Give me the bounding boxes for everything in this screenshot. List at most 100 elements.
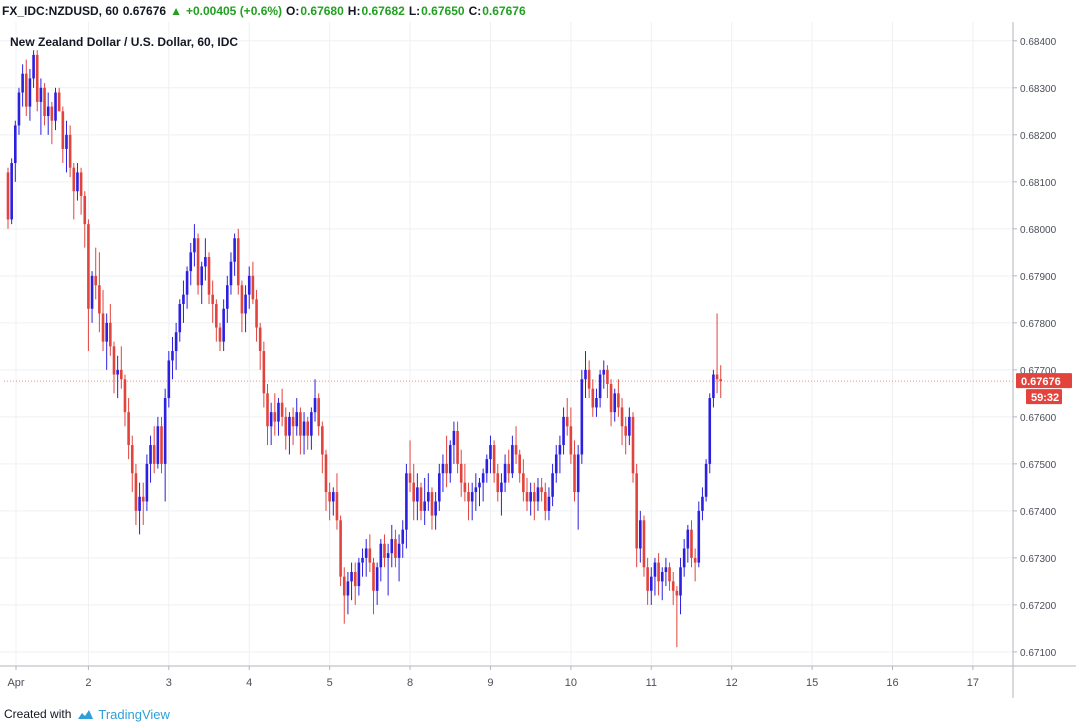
candle[interactable]: [445, 435, 448, 488]
candle[interactable]: [291, 407, 295, 446]
candle[interactable]: [123, 374, 127, 427]
candle[interactable]: [697, 501, 701, 568]
candle[interactable]: [134, 463, 138, 525]
candle[interactable]: [364, 539, 368, 577]
tradingview-link[interactable]: TradingView: [75, 707, 170, 722]
candle[interactable]: [448, 440, 452, 483]
candle[interactable]: [28, 69, 32, 121]
candle[interactable]: [492, 440, 496, 483]
candle[interactable]: [171, 336, 174, 380]
candle[interactable]: [295, 398, 299, 436]
candle[interactable]: [266, 383, 269, 446]
candle[interactable]: [682, 539, 686, 577]
candle[interactable]: [273, 393, 277, 436]
candle[interactable]: [288, 412, 291, 455]
candle[interactable]: [346, 571, 350, 615]
candle[interactable]: [704, 459, 708, 502]
candle[interactable]: [6, 167, 10, 229]
candle[interactable]: [554, 445, 558, 483]
candle[interactable]: [529, 482, 532, 516]
candle[interactable]: [500, 473, 503, 516]
candle[interactable]: [511, 435, 514, 478]
candle[interactable]: [701, 487, 704, 521]
candle[interactable]: [394, 529, 397, 568]
candle[interactable]: [390, 524, 394, 568]
candle[interactable]: [565, 398, 569, 436]
candle[interactable]: [339, 515, 342, 587]
candle[interactable]: [397, 534, 401, 582]
candle[interactable]: [277, 398, 280, 436]
candle[interactable]: [218, 322, 222, 352]
candle[interactable]: [244, 285, 247, 333]
candle[interactable]: [401, 520, 405, 558]
candle[interactable]: [569, 407, 573, 464]
candle[interactable]: [452, 421, 456, 464]
candle[interactable]: [383, 534, 386, 568]
candle[interactable]: [306, 416, 310, 450]
candle[interactable]: [302, 412, 306, 455]
candle[interactable]: [646, 557, 649, 605]
candle[interactable]: [419, 482, 423, 521]
candle[interactable]: [660, 567, 664, 601]
candle[interactable]: [255, 289, 258, 342]
candle[interactable]: [580, 369, 584, 464]
candle[interactable]: [269, 402, 273, 446]
candle[interactable]: [712, 369, 715, 408]
candle[interactable]: [280, 388, 284, 427]
candle[interactable]: [200, 261, 204, 305]
candle[interactable]: [639, 510, 642, 563]
candle[interactable]: [193, 224, 196, 267]
candle[interactable]: [602, 360, 606, 389]
candle[interactable]: [668, 562, 671, 591]
candle[interactable]: [43, 83, 46, 126]
candle[interactable]: [240, 280, 244, 333]
candle[interactable]: [408, 440, 412, 493]
candle[interactable]: [595, 388, 598, 417]
candle[interactable]: [328, 482, 331, 521]
candle[interactable]: [167, 351, 171, 408]
candle[interactable]: [247, 266, 251, 309]
candlestick-chart[interactable]: 0.67100 0.67200 0.67300 0.67400 0.67500 0.676…: [0, 22, 1076, 698]
candle[interactable]: [222, 299, 225, 352]
candle[interactable]: [423, 477, 426, 525]
candle[interactable]: [375, 562, 379, 605]
candle[interactable]: [620, 398, 624, 446]
candle[interactable]: [467, 482, 470, 521]
candle[interactable]: [598, 369, 602, 408]
candle[interactable]: [686, 524, 690, 563]
candle[interactable]: [514, 426, 518, 464]
candle[interactable]: [130, 435, 134, 493]
candle[interactable]: [628, 407, 631, 446]
candle[interactable]: [642, 515, 646, 577]
candle[interactable]: [562, 407, 565, 455]
candle[interactable]: [207, 252, 211, 305]
candle[interactable]: [46, 92, 50, 135]
candle[interactable]: [649, 567, 653, 605]
candle[interactable]: [693, 548, 697, 582]
candle[interactable]: [57, 87, 61, 112]
candle[interactable]: [72, 163, 76, 220]
candle[interactable]: [441, 454, 445, 493]
candle[interactable]: [631, 412, 635, 483]
candle[interactable]: [335, 473, 339, 530]
candle[interactable]: [39, 78, 43, 135]
candle[interactable]: [211, 280, 214, 323]
candle[interactable]: [609, 379, 613, 427]
candle[interactable]: [715, 313, 719, 394]
candle[interactable]: [342, 567, 346, 624]
candle[interactable]: [112, 341, 116, 394]
candle[interactable]: [481, 468, 485, 502]
candle[interactable]: [536, 477, 540, 511]
candle[interactable]: [101, 289, 105, 352]
candle[interactable]: [679, 557, 682, 615]
candle[interactable]: [558, 435, 562, 474]
candle[interactable]: [368, 534, 372, 572]
candle[interactable]: [361, 548, 364, 577]
candle[interactable]: [657, 553, 660, 596]
candle[interactable]: [127, 398, 130, 460]
candle[interactable]: [160, 416, 163, 474]
candle[interactable]: [485, 454, 489, 483]
candle[interactable]: [10, 158, 13, 225]
candle[interactable]: [434, 492, 437, 530]
candle[interactable]: [489, 435, 492, 474]
